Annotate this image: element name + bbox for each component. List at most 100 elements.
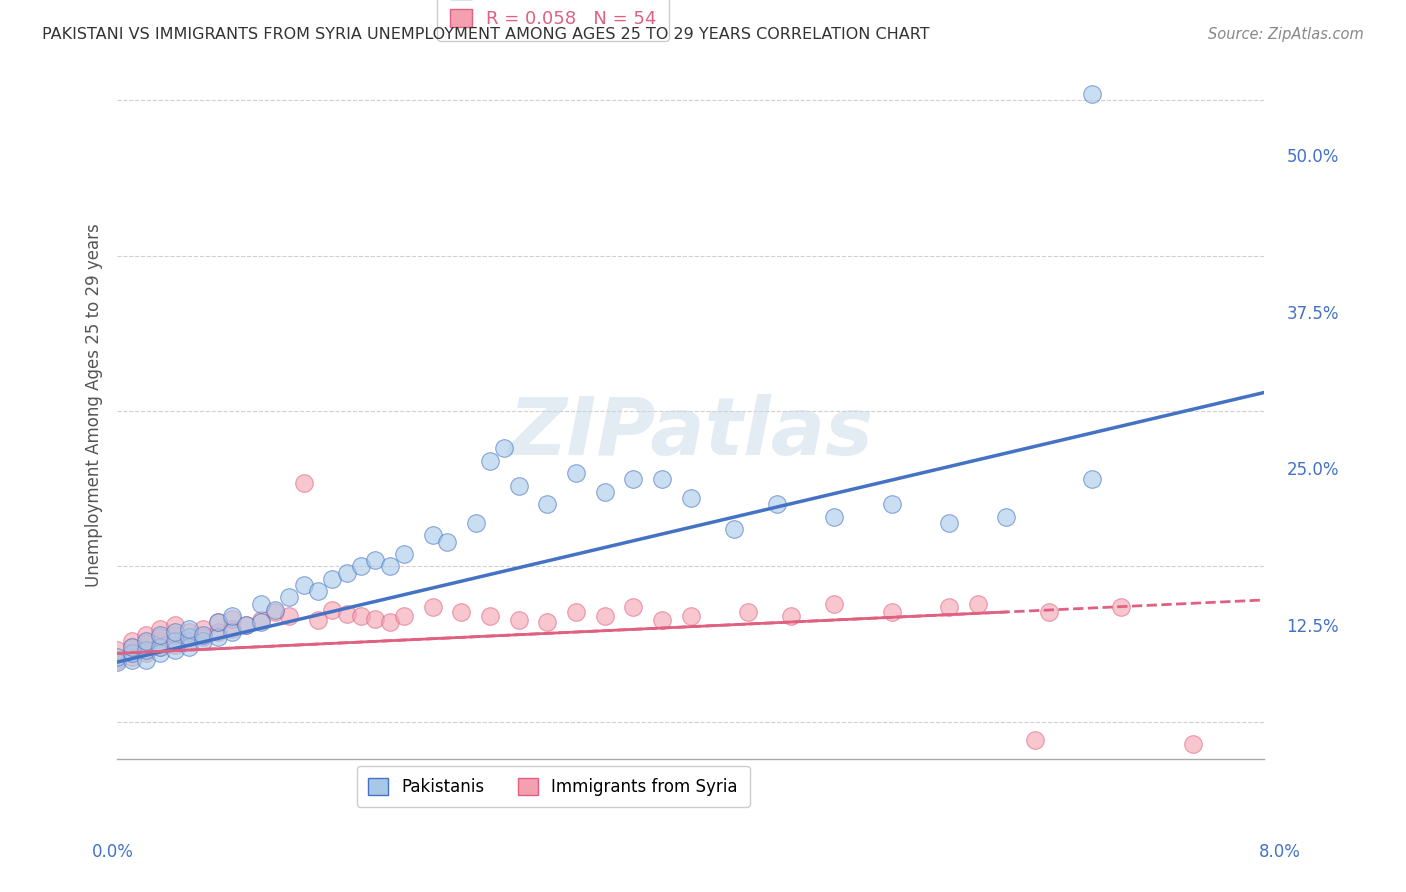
Point	[121, 652, 143, 666]
Point	[149, 640, 172, 655]
Point	[121, 647, 143, 661]
Text: PAKISTANI VS IMMIGRANTS FROM SYRIA UNEMPLOYMENT AMONG AGES 25 TO 29 YEARS CORREL: PAKISTANI VS IMMIGRANTS FROM SYRIA UNEMP…	[42, 27, 929, 42]
Point	[593, 609, 616, 624]
Point	[193, 634, 215, 648]
Point	[823, 597, 845, 611]
Text: 25.0%: 25.0%	[1286, 461, 1339, 479]
Point	[193, 628, 215, 642]
Point	[464, 516, 486, 530]
Point	[177, 634, 200, 648]
Point	[966, 597, 988, 611]
Point	[1024, 733, 1046, 747]
Text: 37.5%: 37.5%	[1286, 304, 1339, 323]
Point	[149, 630, 172, 644]
Point	[177, 630, 200, 644]
Point	[336, 566, 359, 580]
Point	[292, 476, 315, 491]
Point	[508, 478, 530, 492]
Point	[121, 640, 143, 655]
Point	[321, 572, 343, 586]
Point	[135, 652, 157, 666]
Point	[679, 609, 702, 624]
Point	[780, 609, 803, 624]
Text: ZIPatlas: ZIPatlas	[509, 394, 873, 472]
Point	[121, 640, 143, 655]
Point	[392, 609, 415, 624]
Point	[105, 650, 128, 665]
Point	[436, 534, 458, 549]
Point	[422, 600, 444, 615]
Point	[823, 509, 845, 524]
Point	[1081, 87, 1104, 102]
Point	[565, 606, 588, 620]
Point	[135, 636, 157, 650]
Point	[105, 652, 128, 666]
Point	[163, 638, 186, 652]
Point	[149, 628, 172, 642]
Legend: Pakistanis, Immigrants from Syria: Pakistanis, Immigrants from Syria	[357, 766, 749, 807]
Point	[292, 578, 315, 592]
Point	[149, 647, 172, 661]
Point	[207, 630, 229, 644]
Point	[651, 613, 673, 627]
Text: 12.5%: 12.5%	[1286, 617, 1339, 636]
Point	[536, 615, 558, 630]
Y-axis label: Unemployment Among Ages 25 to 29 years: Unemployment Among Ages 25 to 29 years	[86, 223, 103, 587]
Point	[163, 617, 186, 632]
Point	[995, 509, 1018, 524]
Point	[177, 625, 200, 640]
Point	[880, 606, 903, 620]
Point	[207, 615, 229, 630]
Point	[651, 472, 673, 486]
Text: 50.0%: 50.0%	[1286, 148, 1339, 166]
Point	[593, 484, 616, 499]
Point	[121, 634, 143, 648]
Point	[938, 516, 960, 530]
Point	[278, 609, 301, 624]
Point	[450, 606, 472, 620]
Point	[193, 630, 215, 644]
Point	[880, 497, 903, 511]
Point	[378, 615, 401, 630]
Point	[135, 647, 157, 661]
Point	[1038, 606, 1060, 620]
Point	[121, 650, 143, 665]
Point	[1181, 737, 1204, 751]
Point	[221, 611, 243, 625]
Point	[1081, 472, 1104, 486]
Point	[536, 497, 558, 511]
Point	[623, 472, 645, 486]
Point	[336, 607, 359, 621]
Point	[392, 547, 415, 561]
Point	[105, 655, 128, 669]
Point	[249, 615, 271, 630]
Point	[378, 559, 401, 574]
Text: Source: ZipAtlas.com: Source: ZipAtlas.com	[1208, 27, 1364, 42]
Point	[278, 591, 301, 605]
Text: 8.0%: 8.0%	[1258, 843, 1301, 861]
Point	[249, 597, 271, 611]
Point	[149, 640, 172, 655]
Point	[221, 622, 243, 636]
Point	[207, 625, 229, 640]
Point	[766, 497, 789, 511]
Point	[307, 613, 329, 627]
Point	[321, 603, 343, 617]
Point	[1109, 600, 1132, 615]
Point	[938, 600, 960, 615]
Point	[163, 642, 186, 657]
Point	[163, 625, 186, 640]
Point	[264, 606, 287, 620]
Point	[350, 609, 373, 624]
Point	[235, 617, 257, 632]
Point	[494, 442, 516, 456]
Point	[565, 466, 588, 480]
Point	[479, 609, 502, 624]
Point	[135, 634, 157, 648]
Point	[163, 634, 186, 648]
Point	[723, 522, 745, 536]
Point	[221, 625, 243, 640]
Point	[207, 615, 229, 630]
Point	[177, 622, 200, 636]
Point	[193, 622, 215, 636]
